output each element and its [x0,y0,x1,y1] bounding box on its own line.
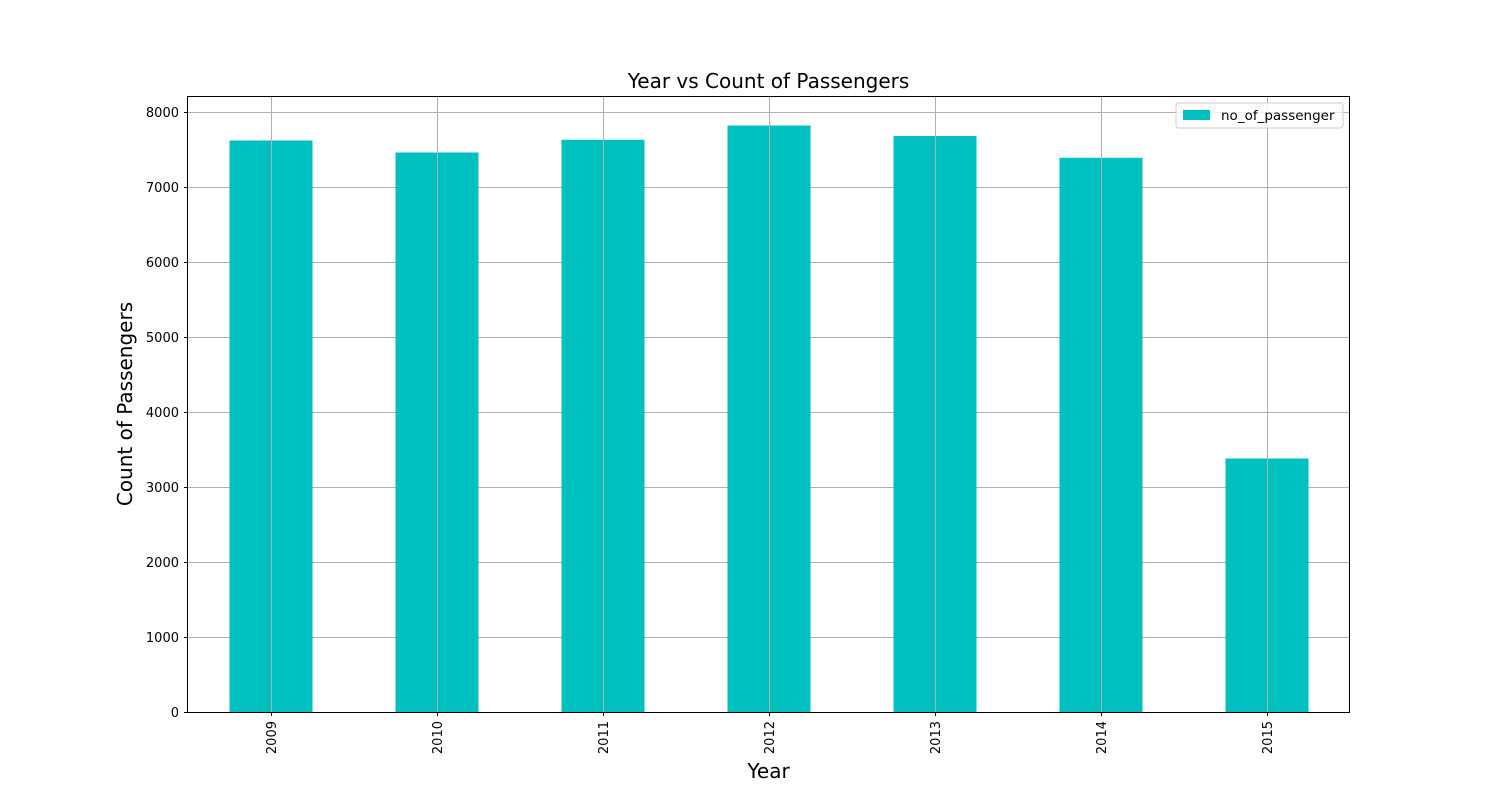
x-tick-label: 2010 [431,721,446,754]
y-tick-label: 0 [171,706,179,721]
y-tick-label: 1000 [146,631,179,646]
x-tick-label: 2012 [763,721,778,754]
x-gridlines [271,97,1268,712]
x-tick-label: 2013 [929,721,944,754]
x-axis-ticks: 2009 2010 2011 2012 2013 2014 2015 [265,712,1276,754]
y-tick-label: 3000 [146,481,179,496]
x-axis-label: Year [746,759,790,783]
y-axis-label: Count of Passengers [113,302,137,506]
x-tick-label: 2014 [1095,721,1110,754]
y-tick-label: 2000 [146,556,179,571]
legend-swatch [1183,110,1210,120]
y-tick-label: 4000 [146,406,179,421]
x-tick-label: 2011 [597,721,612,754]
y-tick-label: 6000 [146,256,179,271]
plot-area-frame [187,96,1350,713]
y-tick-label: 8000 [146,106,179,121]
y-tick-label: 7000 [146,181,179,196]
y-axis-ticks: 0 1000 2000 3000 4000 5000 6000 7000 8000 [146,106,188,721]
legend-box [1175,102,1344,129]
y-tick-label: 5000 [146,331,179,346]
x-tick-label: 2009 [265,721,280,754]
x-tick-label: 2015 [1261,721,1276,754]
legend: no_of_passenger [1175,102,1344,129]
legend-label: no_of_passenger [1221,108,1335,124]
chart-title: Year vs Count of Passengers [627,69,910,93]
